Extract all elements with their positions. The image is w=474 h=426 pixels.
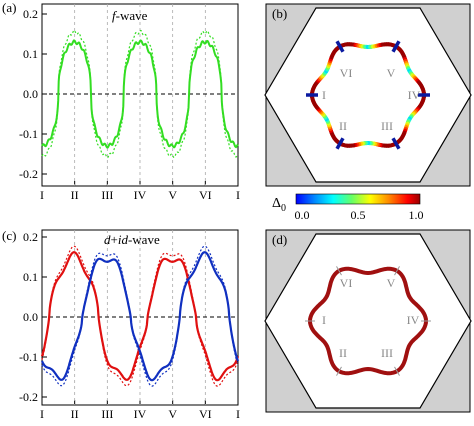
panel-d-node-label: V (387, 276, 396, 290)
panel-a-xtick-label: IV (134, 188, 147, 202)
panel-b-node-label: III (381, 119, 393, 133)
panel-b-node-label: IV (408, 88, 421, 102)
panel-c-ytick-label: 0.0 (23, 310, 38, 324)
panel-d-node-label: III (381, 346, 393, 360)
panel-b-node-label: I (322, 88, 326, 102)
panel-b-label: (b) (272, 6, 287, 21)
panel-a-series-solid (41, 39, 239, 149)
panel-c-title-i: i (118, 232, 122, 247)
panel-a-xtick-label: VI (199, 188, 212, 202)
panel-a-xtick-label: I (40, 188, 44, 202)
panel-a-xtick-label: V (168, 188, 177, 202)
panel-b-gap-node-marker (391, 137, 401, 150)
panel-b-node-label: VI (340, 66, 353, 80)
panel-c-ytick-label: 0.1 (23, 270, 38, 284)
panel-d-label: (d) (272, 232, 287, 247)
panel-a-xtick-label: II (71, 188, 79, 202)
panel-d-node-label: I (322, 313, 326, 327)
panel-a-xtick-label: III (101, 188, 113, 202)
panel-c-xtick-label: IV (134, 407, 147, 421)
colorbar-symbol: Δ0 (272, 196, 286, 214)
panel-c-xtick-label: I (40, 407, 44, 421)
panel-c-title-plus: + (111, 232, 118, 247)
panel-d-node-tick (336, 266, 342, 276)
panel-d-node-label: II (339, 346, 347, 360)
panel-d-node-label: VI (340, 276, 353, 290)
panel-c-ytick-label: -0.2 (19, 390, 38, 404)
panel-a-ytick-label: -0.1 (19, 127, 38, 141)
panel-c-title-d2: d (121, 232, 128, 247)
panel-c: (c) 0.20.10.0-0.1-0.2 I II III IV V VI I d+id-… (2, 228, 240, 421)
colorbar-tick-0: 0.0 (295, 208, 310, 222)
panel-d-node-tick (394, 266, 400, 276)
colorbar-subscript: 0 (281, 203, 286, 214)
panel-c-xtick-label: III (101, 407, 113, 421)
panel-b-node-label: V (387, 66, 396, 80)
panel-c-xtick-label: V (168, 407, 177, 421)
panel-c-title-rest: -wave (128, 232, 160, 247)
panel-c-ytick-label: -0.1 (19, 350, 38, 364)
panel-c-title: d+id-wave (104, 232, 160, 247)
panel-d-node-label: IV (407, 313, 420, 327)
colorbar-tick-1: 0.5 (351, 208, 366, 222)
panel-a-ytick-label: 0.0 (23, 87, 38, 101)
panel-b-gap-node-marker (335, 40, 345, 53)
panel-a-xtick-label: I (236, 188, 240, 202)
panel-d-node-tick (336, 366, 342, 376)
panel-a: (a) 0.20.10.0-0.1-0.2 I II III IV V VI I f-wav… (2, 0, 240, 202)
panel-a-title-italic: f (112, 8, 118, 23)
panel-c-xtick-label: VI (199, 407, 212, 421)
panel-c-red-solid (40, 251, 240, 382)
panel-c-label: (c) (2, 228, 16, 243)
panel-a-ytick-label: 0.1 (23, 47, 38, 61)
panel-d-node-tick (394, 366, 400, 376)
panel-c-xtick-label: I (236, 407, 240, 421)
colorbar-gradient (295, 193, 421, 205)
panel-b-node-label: II (339, 119, 347, 133)
panel-d-brillouin-zone (264, 233, 472, 409)
panel-b-gap-node-marker (335, 137, 345, 150)
colorbar-delta: Δ (272, 196, 281, 211)
panel-b-brillouin-zone (264, 7, 472, 183)
panel-a-title-rest: -wave (116, 8, 148, 23)
panel-c-title-d1: d (104, 232, 111, 247)
panel-a-ytick-label: 0.2 (23, 7, 38, 21)
colorbar-tick-2: 1.0 (409, 208, 424, 222)
panel-c-blue-solid (40, 251, 240, 382)
panel-c-xtick-label: II (71, 407, 79, 421)
colorbar: Δ0 0.0 0.5 1.0 (272, 193, 424, 222)
panel-a-label: (a) (2, 0, 16, 15)
panel-a-title: f-wave (112, 8, 148, 23)
panel-c-ytick-label: 0.2 (23, 230, 38, 244)
panel-a-ytick-label: -0.2 (19, 167, 38, 181)
panel-b-gap-node-marker (391, 40, 401, 53)
